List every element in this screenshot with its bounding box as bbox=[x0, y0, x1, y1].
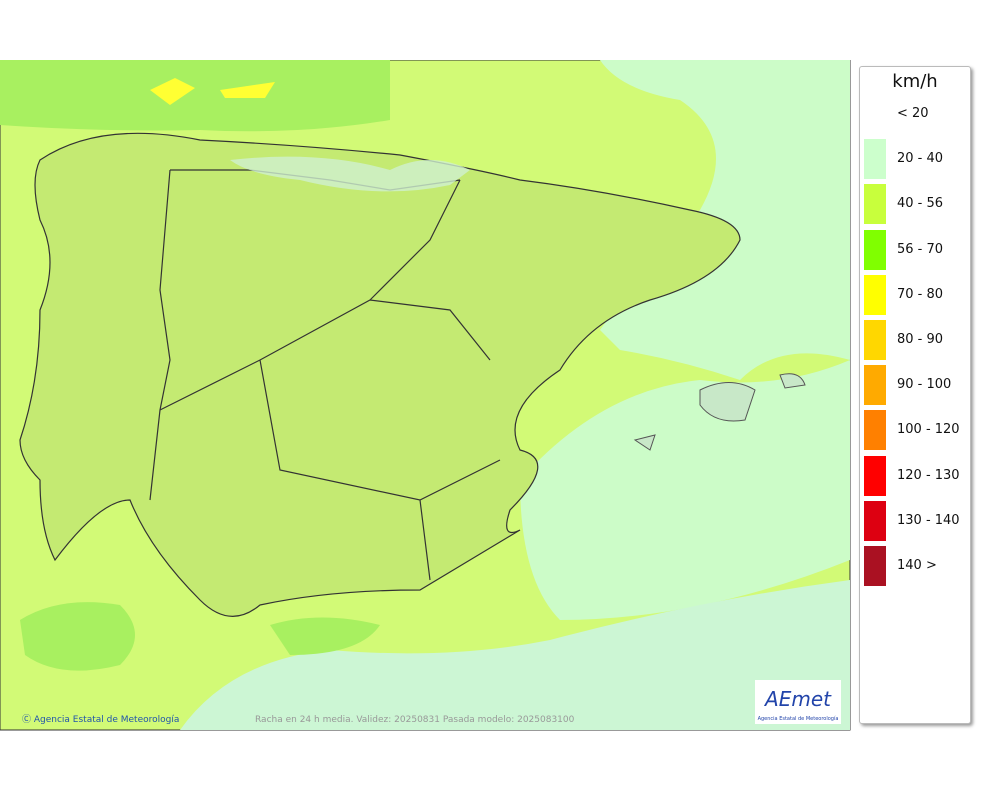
gust-zone bbox=[0, 60, 390, 132]
calm-zone bbox=[230, 156, 470, 192]
legend-swatch bbox=[864, 410, 886, 451]
legend-item: 70 - 80 bbox=[864, 274, 968, 315]
legend-item: 130 - 140 bbox=[864, 500, 968, 541]
calm-zone bbox=[600, 60, 850, 380]
legend-swatch bbox=[864, 320, 886, 360]
logo-text: AEmet bbox=[763, 687, 832, 711]
footer-text: Racha en 24 h media. Validez: 20250831 P… bbox=[255, 715, 575, 725]
legend-label: 120 - 130 bbox=[897, 467, 960, 483]
legend-item: 40 - 56 bbox=[864, 184, 968, 225]
legend-swatch bbox=[864, 184, 886, 225]
calm-zone bbox=[180, 580, 850, 730]
legend-label: 70 - 80 bbox=[897, 286, 944, 302]
credit-text: Ⓒ Agencia Estatal de Meteorología bbox=[22, 714, 179, 725]
gust-zone bbox=[20, 602, 135, 671]
wind-gust-map: Ⓒ Agencia Estatal de Meteorología Racha … bbox=[0, 60, 851, 731]
legend: km/h < 20 20 - 40 40 - 56 56 - 70 70 - 80 80 … bbox=[859, 66, 971, 724]
gust-zone bbox=[150, 78, 275, 105]
legend-item: 100 - 120 bbox=[864, 410, 968, 451]
legend-label: 56 - 70 bbox=[897, 241, 944, 257]
legend-swatch bbox=[864, 139, 886, 180]
legend-swatch bbox=[864, 500, 886, 541]
legend-item: 80 - 90 bbox=[864, 320, 968, 360]
legend-label: 100 - 120 bbox=[897, 422, 960, 438]
legend-label: 80 - 90 bbox=[897, 332, 944, 347]
legend-swatch bbox=[864, 455, 886, 496]
balearic-islands bbox=[633, 373, 806, 451]
logo-subtext: Agencia Estatal de Meteorología bbox=[758, 715, 839, 722]
iberian-peninsula bbox=[19, 132, 741, 617]
legend-item: 140 > bbox=[864, 546, 968, 586]
legend-swatch bbox=[864, 274, 886, 315]
logo: AEmet Agencia Estatal de Meteorología bbox=[755, 680, 841, 724]
legend-item: 56 - 70 bbox=[864, 229, 968, 270]
legend-item: 20 - 40 bbox=[864, 139, 968, 180]
legend-label: 40 - 56 bbox=[897, 196, 944, 212]
legend-label: 140 > bbox=[897, 558, 937, 573]
legend-item: 90 - 100 bbox=[864, 365, 968, 406]
legend-swatch bbox=[864, 365, 886, 406]
legend-swatch bbox=[864, 94, 886, 134]
legend-label: < 20 bbox=[897, 106, 929, 121]
legend-label: 20 - 40 bbox=[897, 151, 944, 167]
logo-box bbox=[755, 680, 841, 724]
legend-label: 90 - 100 bbox=[897, 377, 952, 393]
legend-item: < 20 bbox=[864, 94, 968, 134]
legend-item: 120 - 130 bbox=[864, 455, 968, 496]
legend-swatch bbox=[864, 546, 886, 586]
legend-swatch bbox=[864, 229, 886, 270]
calm-zone bbox=[520, 360, 850, 620]
gust-zone bbox=[270, 617, 380, 655]
legend-unit: km/h bbox=[892, 71, 938, 92]
legend-label: 130 - 140 bbox=[897, 512, 960, 528]
